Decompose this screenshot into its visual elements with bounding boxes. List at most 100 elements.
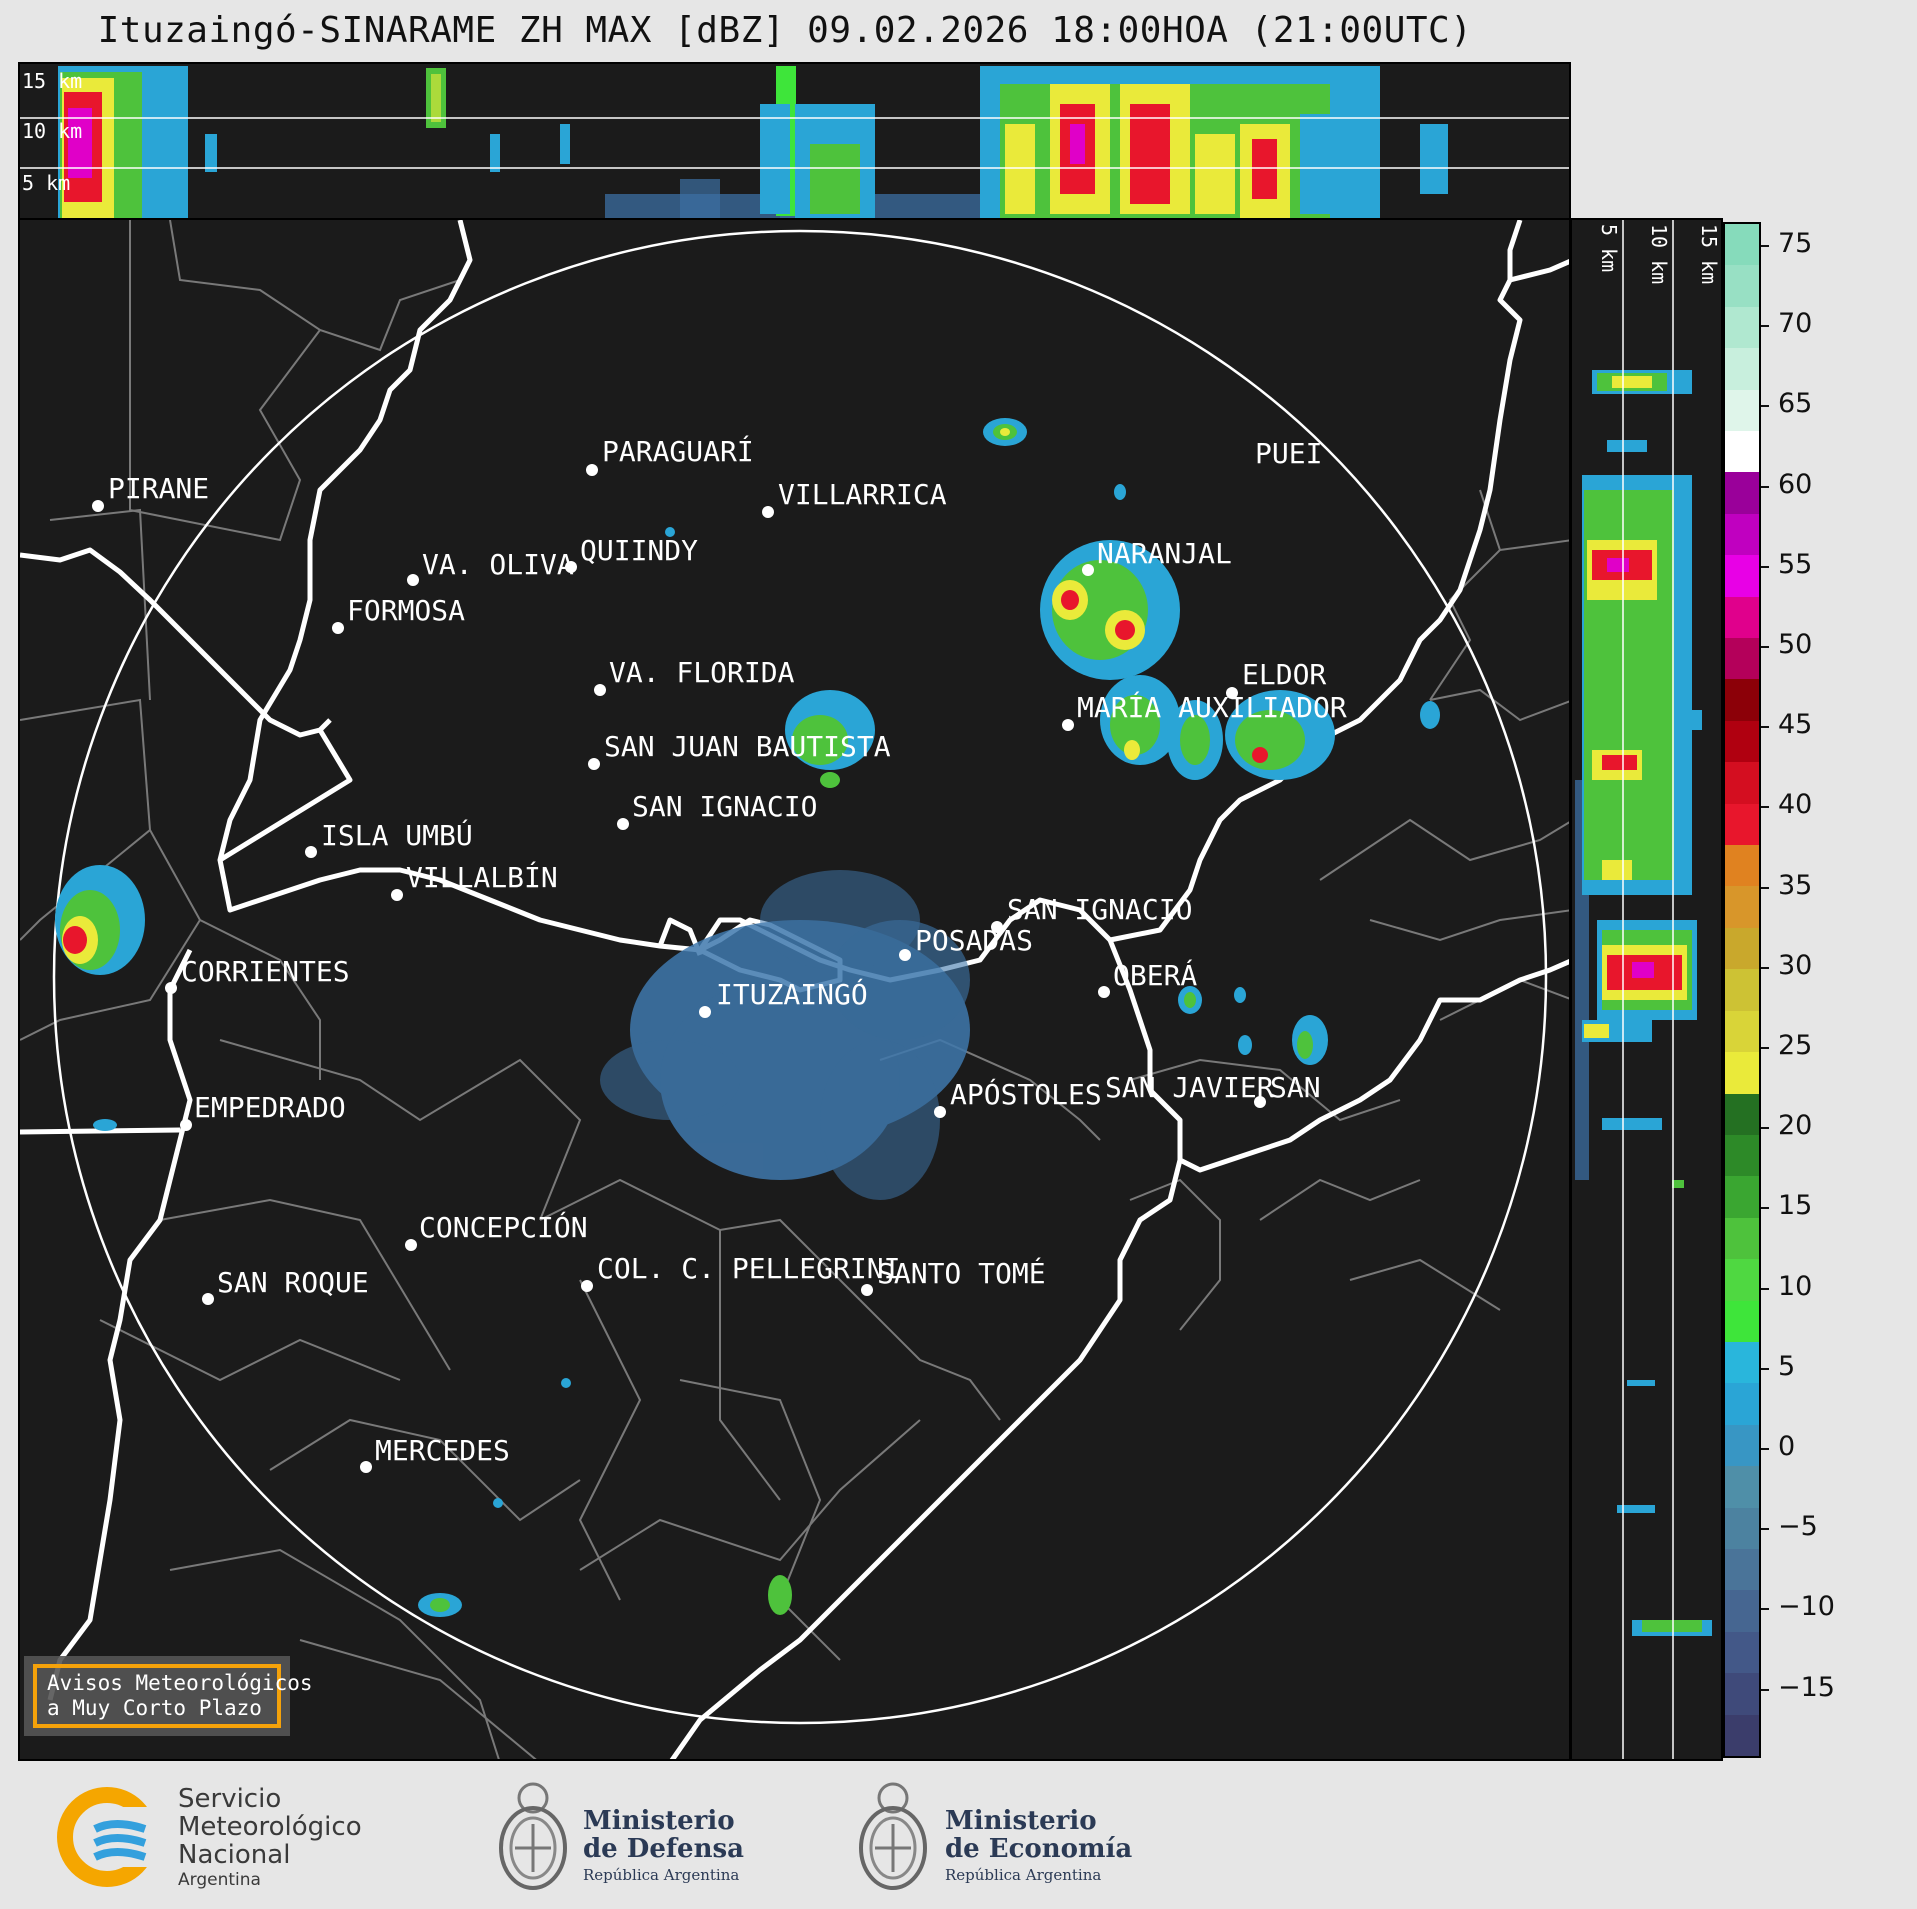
dbz-colorbar [1723,222,1761,1758]
colorbar-tick-mark [1761,1367,1769,1370]
city-isla-umbu: ISLA UMBÚ [305,818,473,858]
city-posadas: POSADAS [899,924,1033,961]
city-naranjal: NARANJAL [1082,537,1232,576]
colorbar-swatch [1725,1631,1759,1674]
city-pirane: PIRANE [92,472,209,512]
city-apostoles: APÓSTOLES [934,1077,1102,1118]
svg-text:MARÍA AUXILIADOR: MARÍA AUXILIADOR [1077,690,1347,724]
colorbar-tick-mark [1761,966,1769,969]
svg-text:SAN JUAN BAUTISTA: SAN JUAN BAUTISTA [604,730,891,763]
colorbar-swatch [1725,472,1759,515]
colorbar-tick-label: 25 [1778,1030,1813,1061]
city-concepcion: CONCEPCIÓN [405,1210,588,1251]
city-san-ignacio-ar: SAN IGNACIO [991,893,1192,933]
side-profile-echoes [1575,370,1712,1636]
colorbar-tick-label: 15 [1778,1190,1813,1222]
colorbar-tick-mark [1761,1047,1769,1049]
colorbar-swatch [1725,720,1759,763]
colorbar-tick-mark [1761,485,1769,488]
colorbar-swatch [1725,1010,1759,1053]
svg-text:POSADAS: POSADAS [915,924,1033,957]
height-label-5km: 5 km [22,171,70,195]
svg-text:SAN ROQUE: SAN ROQUE [217,1266,369,1299]
city-san-javier: SAN JAVIER [1105,1071,1274,1104]
colorbar-tick-label: 10 [1778,1270,1813,1302]
colorbar-swatch [1725,1093,1759,1136]
city-corrientes: CORRIENTES [165,955,350,994]
side-height-label-15km: 15 km [1697,224,1721,284]
colorbar-swatch [1725,513,1759,556]
svg-text:OBERÁ: OBERÁ [1113,958,1197,992]
colorbar-swatch [1725,1466,1759,1509]
colorbar-swatch [1725,803,1759,846]
defensa-line2: de Defensa [583,1834,744,1864]
colorbar-swatch [1725,1590,1759,1633]
colorbar-tick-label: 75 [1778,228,1813,259]
city-markers: PIRANE PARAGUARÍ VILLARRICA VA. OLIVA QU… [92,434,1347,1473]
top-profile-echoes [58,66,1448,218]
colorbar-swatch [1725,1259,1759,1302]
colorbar-swatch [1725,1507,1759,1550]
colorbar-swatch [1725,224,1759,266]
radar-clutter [600,870,970,1200]
svg-text:CONCEPCIÓN: CONCEPCIÓN [419,1210,588,1244]
side-height-label-5km: 5 km [1597,224,1621,272]
colorbar-swatch [1725,431,1759,473]
svg-text:PARAGUARÍ: PARAGUARÍ [602,434,754,468]
svg-text:FORMOSA: FORMOSA [347,594,465,627]
colorbar-swatch [1725,1300,1759,1343]
city-santo-tome: SANTO TOMÉ [861,1256,1046,1296]
svg-text:VILLARRICA: VILLARRICA [778,478,947,511]
colorbar-tick-label: −5 [1778,1511,1818,1543]
economia-line1: Ministerio [945,1806,1097,1836]
map-title: Ituzaingó-SINARAME ZH MAX [dBZ] 09.02.20… [97,10,1473,51]
svg-text:EMPEDRADO: EMPEDRADO [194,1091,346,1124]
colorbar-swatch [1725,679,1759,722]
colorbar-swatch [1725,348,1759,391]
city-empedrado: EMPEDRADO [180,1091,346,1131]
radar-map-panel[interactable]: PIRANE PARAGUARÍ VILLARRICA VA. OLIVA QU… [18,218,1571,1761]
colorbar-tick-mark [1761,1608,1769,1611]
svg-text:CORRIENTES: CORRIENTES [181,955,350,988]
colorbar-swatch [1725,389,1759,432]
colorbar-tick-label: 40 [1778,789,1813,821]
svg-text:SAN JAVIER: SAN JAVIER [1105,1071,1274,1104]
city-va-florida: VA. FLORIDA [594,656,795,696]
colorbar-tick-mark [1761,405,1769,408]
city-villarrica: VILLARRICA [762,478,947,518]
warning-box[interactable]: Avisos Meteorológicos a Muy Corto Plazo [24,1656,313,1736]
colorbar-swatch [1725,1714,1759,1757]
colorbar-tick-mark [1761,1688,1769,1691]
department-borders [20,220,1569,1759]
colorbar-swatch [1725,265,1759,308]
colorbar-tick-mark [1761,565,1769,568]
city-eldorado: ELDOR [1226,658,1326,699]
colorbar-tick-mark [1761,646,1769,648]
colorbar-tick-label: 60 [1778,468,1813,500]
colorbar-swatch [1725,1424,1759,1467]
city-san-truncated: SAN [1254,1071,1321,1108]
city-paraguari: PARAGUARÍ [586,434,754,476]
colorbar-tick-mark [1761,325,1769,328]
city-obera: OBERÁ [1098,958,1197,998]
colorbar-tick-label: −15 [1778,1671,1835,1703]
colorbar-tick-mark [1761,1127,1769,1130]
colorbar-swatch [1725,969,1759,1012]
colorbar-tick-label: 50 [1778,629,1813,660]
colorbar-tick-mark [1761,886,1769,889]
top-height-profile-panel: 15 km 10 km 5 km [18,62,1571,220]
storm-cells [55,418,1440,1617]
colorbar-swatch [1725,886,1759,929]
svg-text:MERCEDES: MERCEDES [375,1434,510,1467]
colorbar-tick-mark [1761,1528,1769,1531]
city-maria-auxiliadora: MARÍA AUXILIADOR [1062,690,1347,731]
colorbar-tick-label: 45 [1778,709,1813,741]
svg-text:VA. OLIVA: VA. OLIVA [422,548,574,581]
smn-line3: Nacional [178,1840,291,1870]
colorbar-tick-label: −10 [1778,1591,1835,1623]
colorbar-tick-label: 30 [1778,949,1813,981]
warning-box-line1: Avisos Meteorológicos [47,1671,313,1695]
colorbar-tick-mark [1761,1287,1769,1290]
svg-text:VILLALBÍN: VILLALBÍN [406,860,558,894]
svg-text:VA. FLORIDA: VA. FLORIDA [609,656,795,689]
